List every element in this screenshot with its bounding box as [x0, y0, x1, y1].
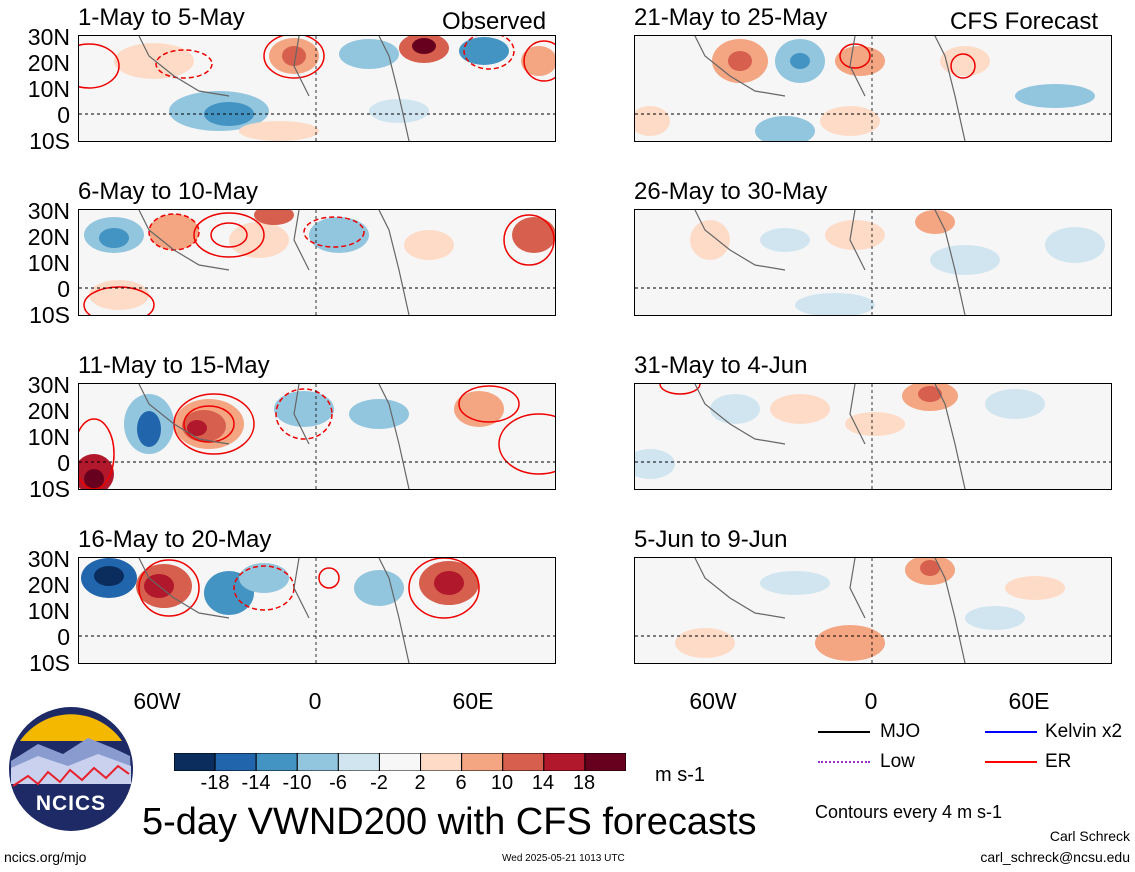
colorbar-unit: m s-1 — [655, 764, 705, 786]
legend-label-er: ER — [1045, 751, 1072, 772]
colorbar-swatch — [214, 752, 257, 772]
panel-title-p5: 21-May to 25-May — [634, 4, 828, 31]
colorbar-swatch — [378, 752, 422, 772]
legend-swatch-kelvin — [985, 731, 1037, 733]
x-tick-60w-right: 60W — [689, 688, 737, 714]
colorbar-tick: -14 — [241, 772, 271, 794]
y-tick-30n: 30N — [27, 198, 70, 224]
y-tick-10s: 10S — [29, 650, 70, 676]
colorbar-swatch — [173, 752, 216, 772]
x-tick-0-left: 0 — [308, 688, 322, 714]
colorbar-swatch — [296, 752, 339, 772]
email: carl_schreck@ncsu.edu — [980, 849, 1130, 865]
colorbar-tick: -2 — [370, 772, 388, 794]
legend-label-kelvin: Kelvin x2 — [1045, 721, 1123, 742]
y-tick-20n: 20N — [27, 572, 70, 598]
y-tick-10s: 10S — [29, 302, 70, 328]
y-tick-10n: 10N — [27, 598, 70, 624]
map-panel-p1 — [78, 35, 556, 142]
colorbar-tick: -10 — [282, 772, 312, 794]
colorbar-swatch — [337, 752, 380, 772]
panel-title-p4: 16-May to 20-May — [78, 526, 272, 553]
map-panel-p5 — [634, 35, 1112, 142]
colorbar-tick: 18 — [572, 772, 596, 794]
x-tick-60e-right: 60E — [1008, 688, 1050, 714]
y-tick-10s: 10S — [29, 476, 70, 502]
x-tick-60e-left: 60E — [452, 688, 494, 714]
colorbar-swatch — [502, 752, 545, 772]
colorbar-swatch — [584, 752, 627, 772]
y-tick-0: 0 — [57, 276, 70, 302]
legend-swatch-low — [818, 761, 870, 765]
y-tick-20n: 20N — [27, 50, 70, 76]
panel-title-p2: 6-May to 10-May — [78, 178, 259, 205]
colorbar-tick: -6 — [329, 772, 347, 794]
y-tick-0: 0 — [57, 450, 70, 476]
site-url: ncics.org/mjo — [4, 849, 87, 865]
panel-label-observed: Observed — [442, 8, 547, 35]
x-tick-60w-left: 60W — [133, 688, 181, 714]
y-tick-10s: 10S — [29, 128, 70, 154]
colorbar-tick: 10 — [490, 772, 514, 794]
panel-title-p8: 5-Jun to 9-Jun — [634, 526, 788, 553]
contours-note: Contours every 4 m s-1 — [815, 802, 1003, 822]
colorbar-swatch — [461, 752, 504, 772]
x-tick-0-right: 0 — [864, 688, 878, 714]
y-tick-30n: 30N — [27, 372, 70, 398]
map-panel-p3 — [78, 383, 556, 490]
y-tick-10n: 10N — [27, 424, 70, 450]
y-tick-10n: 10N — [27, 76, 70, 102]
y-tick-10n: 10N — [27, 250, 70, 276]
main-title: 5-day VWND200 with CFS forecasts — [142, 801, 757, 843]
colorbar-tick: -18 — [200, 772, 230, 794]
y-tick-30n: 30N — [27, 546, 70, 572]
map-panel-p6 — [634, 209, 1112, 316]
map-panel-p7 — [634, 383, 1112, 490]
y-tick-20n: 20N — [27, 224, 70, 250]
colorbar-swatch — [255, 752, 298, 772]
panel-label-cfs-forecast: CFS Forecast — [950, 8, 1099, 35]
logo-text: NCICS — [35, 792, 107, 815]
map-panel-p8 — [634, 557, 1112, 664]
y-tick-0: 0 — [57, 624, 70, 650]
y-tick-20n: 20N — [27, 398, 70, 424]
legend-swatch-er — [985, 761, 1037, 763]
map-panel-p2 — [78, 209, 556, 316]
panel-title-p3: 11-May to 15-May — [78, 352, 270, 379]
colorbar-swatch — [543, 752, 586, 772]
colorbar-swatch — [420, 752, 463, 772]
colorbar-tick: 6 — [455, 772, 467, 794]
panel-title-p7: 31-May to 4-Jun — [634, 352, 808, 379]
panel-title-p1: 1-May to 5-May — [78, 4, 245, 31]
colorbar — [173, 752, 627, 772]
legend-swatch-mjo — [818, 731, 870, 733]
colorbar-tick: 14 — [531, 772, 555, 794]
timestamp: Wed 2025-05-21 1013 UTC — [502, 853, 625, 864]
colorbar-tick: 2 — [414, 772, 426, 794]
author: Carl Schreck — [1049, 828, 1130, 844]
map-panel-p4 — [78, 557, 556, 664]
y-tick-0: 0 — [57, 102, 70, 128]
y-tick-30n: 30N — [27, 24, 70, 50]
legend-label-mjo: MJO — [880, 721, 921, 742]
ncics-logo: NCICS — [8, 706, 134, 832]
legend-label-low: Low — [880, 751, 915, 772]
panel-title-p6: 26-May to 30-May — [634, 178, 828, 205]
